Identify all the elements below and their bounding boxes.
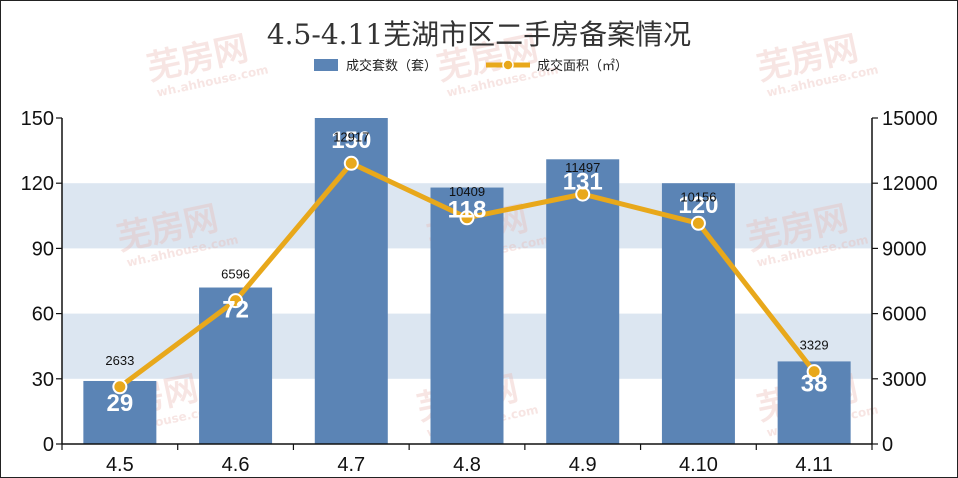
line-point (228, 293, 244, 309)
bar-value-label: 131 (563, 168, 603, 195)
line-point (575, 186, 591, 202)
tick-labels: 0 30 60 90 120 150 0 3000 6000 9000 12000 15000 4.5 4… (21, 108, 938, 476)
bar-value-label: 120 (678, 192, 718, 219)
y-tick-label-right: 6000 (882, 304, 927, 326)
x-tick-label: 4.9 (569, 454, 597, 476)
bar (546, 159, 620, 444)
bar-value-label: 72 (222, 297, 249, 324)
line-data-labels: 2633 6596 12917 10409 11497 10156 3329 (105, 129, 828, 368)
y-tick-label-left: 0 (43, 434, 54, 456)
y-tick-label-right: 15000 (882, 108, 938, 130)
bar-value-label: 38 (801, 370, 828, 397)
legend-bar-swatch (314, 59, 338, 71)
axes (56, 117, 878, 450)
line-point (806, 364, 822, 380)
legend-line-marker (502, 59, 514, 71)
y-tick-label-left: 60 (32, 304, 54, 326)
y-tick-label-right: 9000 (882, 238, 927, 260)
legend: 成交套数（套） 成交面积（㎡） (314, 58, 628, 74)
legend-line-label: 成交面积（㎡） (537, 58, 628, 74)
line-value-label: 10409 (449, 184, 485, 199)
y-tick-label-right: 12000 (882, 173, 938, 195)
x-tick-label: 4.10 (679, 454, 718, 476)
y-tick-label-left: 90 (32, 238, 54, 260)
bar-value-label: 150 (331, 127, 371, 154)
bar-value-label: 29 (107, 390, 134, 417)
y-tick-label-right: 3000 (882, 369, 927, 391)
line-value-label: 11497 (565, 160, 600, 175)
y-tick-label-left: 120 (21, 173, 54, 195)
legend-bar-label: 成交套数（套） (346, 58, 437, 74)
line-point (343, 155, 359, 171)
bar (199, 287, 273, 444)
line-point (459, 210, 475, 226)
line-value-label: 3329 (800, 338, 829, 353)
bar-data-labels: 29 72 150 118 131 120 38 (107, 127, 828, 417)
line-point (690, 215, 706, 231)
x-tick-label: 4.11 (795, 454, 832, 476)
y-tick-label-left: 150 (21, 108, 54, 130)
line-value-label: 6596 (221, 267, 250, 282)
y-tick-label-right: 0 (882, 434, 893, 456)
line-series-points (112, 155, 822, 395)
chart-title: 4.5-4.11芜湖市区二手房备案情况 (267, 18, 691, 51)
x-tick-label: 4.7 (337, 454, 365, 476)
line-value-label: 12917 (333, 129, 369, 144)
x-tick-label: 4.5 (106, 454, 134, 476)
bar-value-label: 118 (448, 197, 487, 224)
y-tick-label-left: 30 (32, 369, 54, 391)
line-point (112, 379, 128, 395)
line-value-label: 2633 (105, 353, 134, 368)
x-tick-label: 4.8 (453, 454, 481, 476)
x-tick-label: 4.6 (222, 454, 250, 476)
line-value-label: 10156 (680, 189, 716, 204)
bar (430, 187, 504, 444)
